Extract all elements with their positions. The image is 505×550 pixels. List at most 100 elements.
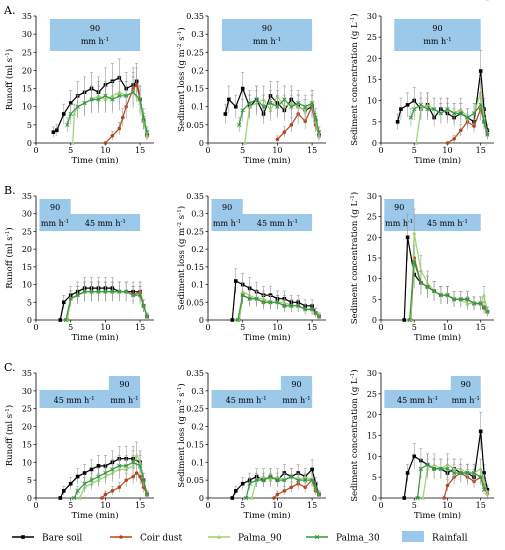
row-label: A. <box>3 4 15 17</box>
x-tick-label: 10 <box>100 501 110 510</box>
y-axis-label: Sediment loss (g m-2 s-1) <box>176 27 188 131</box>
chart-panel: 45 mm h-1 90 mm h-1 0 5 10 15 20 25 30 0 5 10 15 Time … <box>349 0 494 521</box>
data-point <box>445 466 450 471</box>
data-point <box>458 470 463 476</box>
y-tick-label: 10 <box>367 452 377 461</box>
legend-label: Palma_90 <box>238 534 282 544</box>
y-tick-label: 35 <box>22 369 32 378</box>
y-axis-label: Sediment concentration (g L-1) <box>349 192 361 325</box>
data-point <box>275 492 280 497</box>
rainfall-label: 90 <box>119 380 129 389</box>
legend-marker <box>217 534 221 539</box>
data-point <box>309 100 315 106</box>
x-tick-label: 0 <box>33 501 38 510</box>
data-point <box>303 119 307 124</box>
rainfall-box <box>39 214 141 231</box>
y-tick-label: 20 <box>367 233 377 242</box>
rainfall-box <box>384 214 481 231</box>
rainfall-label: 90 <box>262 24 272 33</box>
y-tick-label: 30 <box>367 369 377 378</box>
y-tick-label: 20 <box>22 423 32 432</box>
data-point <box>282 489 287 493</box>
data-point <box>68 481 73 486</box>
y-tick-label: 0.25 <box>186 48 204 57</box>
y-tick-label: 0 <box>372 494 377 503</box>
series <box>63 281 150 323</box>
rainfall-label: 90 <box>222 203 232 212</box>
data-point <box>316 129 322 135</box>
data-point <box>103 492 108 497</box>
y-axis-label: Sediment concentration (g L-1) <box>349 13 361 146</box>
data-point <box>296 303 301 308</box>
x-tick-label: 10 <box>442 323 452 332</box>
y-tick-label: 15 <box>22 263 32 272</box>
rainfall-label: mm h-1 <box>41 219 69 228</box>
data-point <box>465 115 470 120</box>
y-tick-label: 0.05 <box>186 298 204 307</box>
x-tick-label: 5 <box>412 323 417 332</box>
data-point <box>227 97 231 102</box>
y-axis-label: Runoff (ml s-1) <box>4 405 16 467</box>
legend-marker <box>21 535 25 539</box>
x-tick-label: 10 <box>442 501 452 510</box>
x-tick-label: 10 <box>442 146 452 155</box>
data-point <box>414 140 419 145</box>
data-point <box>240 293 245 298</box>
data-point <box>481 119 487 124</box>
data-point <box>82 289 87 294</box>
data-point <box>103 141 108 145</box>
rainfall-label: mm h-1 <box>253 37 281 46</box>
legend-label: Rainfall <box>432 534 468 544</box>
data-point <box>471 470 477 476</box>
data-point <box>89 97 94 102</box>
x-tick-label: 0 <box>205 323 210 332</box>
data-point <box>103 289 108 294</box>
x-tick-label: 0 <box>205 146 210 155</box>
rainfall-label: mm h-1 <box>423 37 451 46</box>
data-point <box>261 104 266 109</box>
x-tick-label: 10 <box>100 146 110 155</box>
series-line <box>410 233 488 321</box>
y-tick-label: 15 <box>367 76 377 85</box>
data-point <box>242 140 247 145</box>
y-tick-label: 20 <box>22 66 32 75</box>
data-point <box>313 115 318 120</box>
series <box>408 92 490 140</box>
y-tick-label: 20 <box>367 411 377 420</box>
rainfall-label: 45 mm h-1 <box>54 396 95 405</box>
y-tick-label: 25 <box>367 33 377 42</box>
y-tick-label: 0.3 <box>191 210 204 219</box>
data-point <box>223 112 228 116</box>
data-point <box>485 487 490 492</box>
x-tick-label: 15 <box>307 146 317 155</box>
data-point <box>282 303 287 308</box>
x-axis-label: Time (min) <box>71 510 118 521</box>
data-point <box>268 100 273 106</box>
data-point <box>451 297 457 302</box>
data-point <box>247 100 252 106</box>
rainfall-box <box>108 376 141 408</box>
data-point <box>303 485 307 490</box>
data-point <box>412 259 417 265</box>
data-point <box>313 485 318 490</box>
y-tick-label: 0.2 <box>191 423 204 432</box>
y-tick-label: 5 <box>27 298 32 307</box>
data-point <box>438 111 443 116</box>
data-point <box>268 300 273 305</box>
y-tick-label: 25 <box>367 390 377 399</box>
data-point <box>103 470 108 476</box>
data-point <box>75 104 80 109</box>
data-point <box>110 489 115 493</box>
data-point <box>131 293 136 298</box>
data-point <box>254 97 259 102</box>
data-point <box>89 467 94 472</box>
data-point <box>261 477 266 483</box>
data-point <box>261 300 266 305</box>
legend-swatch <box>402 531 424 542</box>
y-tick-label: 0.2 <box>191 66 204 75</box>
legend-label: Bare soil <box>42 534 82 544</box>
data-point <box>75 293 80 298</box>
data-point <box>134 452 139 457</box>
data-point <box>482 293 487 297</box>
data-point <box>405 471 410 475</box>
